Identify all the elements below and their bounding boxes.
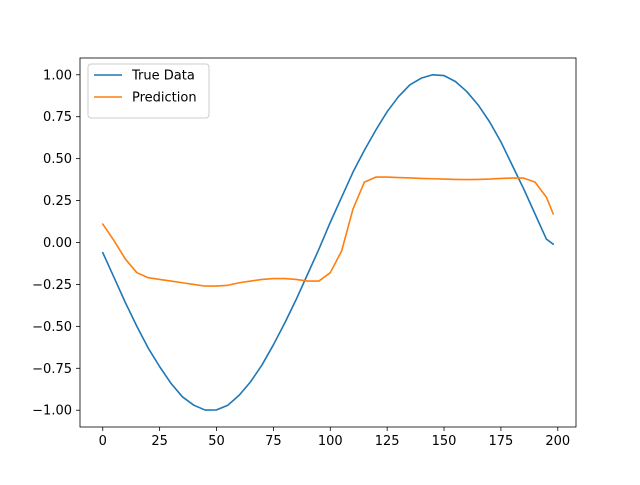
legend-box [87, 63, 210, 119]
y-tick-label: −0.25 [32, 278, 72, 293]
y-tick-label: 0.25 [43, 194, 72, 209]
x-tick-label: 175 [489, 434, 514, 449]
x-tick-label: 50 [208, 434, 225, 449]
legend: True Data Prediction [87, 63, 210, 119]
y-tick-label: 0.00 [43, 236, 72, 251]
y-tick-label: 0.50 [43, 152, 72, 167]
legend-label: True Data [131, 69, 195, 84]
y-tick-label: −1.00 [32, 404, 72, 419]
x-tick-label: 125 [375, 434, 400, 449]
x-tick-label: 0 [99, 434, 107, 449]
y-tick-label: 0.75 [43, 110, 72, 125]
x-tick-label: 200 [545, 434, 570, 449]
axes: 0 25 50 75 100 125 150 175 200 −1.00 −0.75 −0.50 −0.… [32, 57, 577, 449]
y-tick-label: −0.50 [32, 320, 72, 335]
x-tick-label: 75 [265, 434, 282, 449]
series-line-1 [101, 176, 555, 287]
x-tick-label: 25 [151, 434, 168, 449]
legend-label: Prediction [132, 91, 197, 106]
x-tick-label: 100 [318, 434, 343, 449]
y-tick-label: −0.75 [32, 362, 72, 377]
x-tick-label: 150 [432, 434, 457, 449]
plot-area [101, 73, 555, 411]
series-line-0 [101, 73, 555, 411]
y-tick-label: 1.00 [43, 68, 72, 83]
